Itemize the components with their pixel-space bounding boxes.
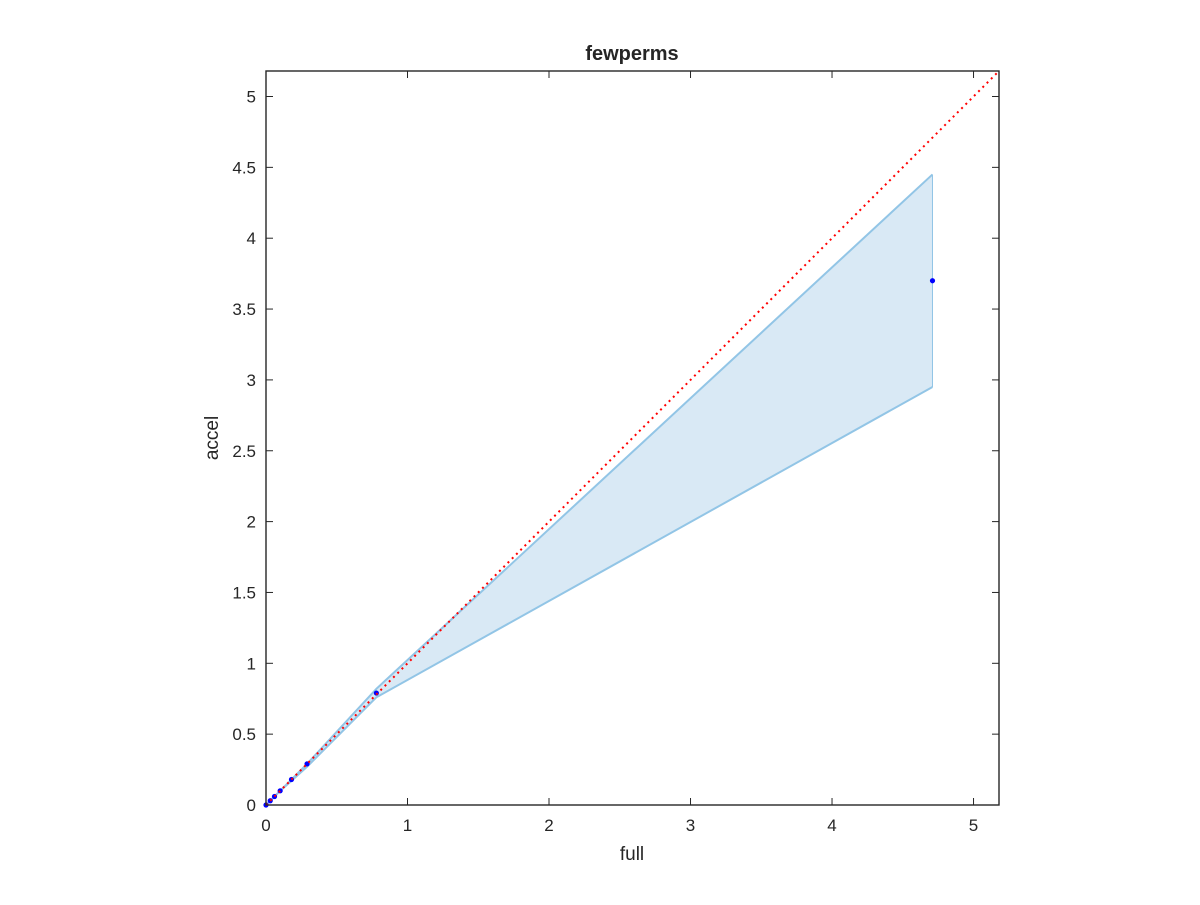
x-tick-label: 3 — [686, 816, 695, 835]
band-lower-line — [265, 386, 933, 806]
y-axis-label: accel — [202, 416, 223, 460]
confidence-band-fill — [266, 174, 933, 805]
data-point — [304, 761, 310, 767]
data-point — [373, 690, 379, 696]
chart-title: fewperms — [585, 43, 678, 65]
x-axis-label: full — [620, 844, 644, 865]
identity-reference-line — [265, 70, 1000, 806]
data-point — [929, 278, 936, 284]
x-tick-label: 5 — [969, 816, 978, 835]
y-tick-label: 3 — [247, 371, 256, 390]
y-tick-label: 4 — [247, 229, 256, 248]
plot-area — [263, 70, 1000, 808]
data-point — [277, 788, 283, 794]
y-tick-label: 4.5 — [232, 158, 256, 177]
y-tick-label: 3.5 — [232, 300, 256, 319]
y-tick-label: 0.5 — [232, 725, 256, 744]
axes: 0 1 2 3 4 5 0 0.5 1 1.5 2 2.5 3 3.5 4 4.5 5 — [232, 70, 1000, 835]
y-tick-label: 1 — [247, 654, 256, 673]
axes-box — [265, 70, 1000, 806]
x-tick-label: 2 — [544, 816, 553, 835]
x-tick-label: 4 — [827, 816, 836, 835]
y-tick-label: 0 — [247, 796, 256, 815]
y-tick-label: 2 — [247, 513, 256, 532]
x-tick-label: 1 — [403, 816, 412, 835]
y-tick-label: 1.5 — [232, 583, 256, 602]
x-tick-label: 0 — [261, 816, 270, 835]
y-tick-label: 2.5 — [232, 442, 256, 461]
y-tick-label: 5 — [247, 88, 256, 107]
